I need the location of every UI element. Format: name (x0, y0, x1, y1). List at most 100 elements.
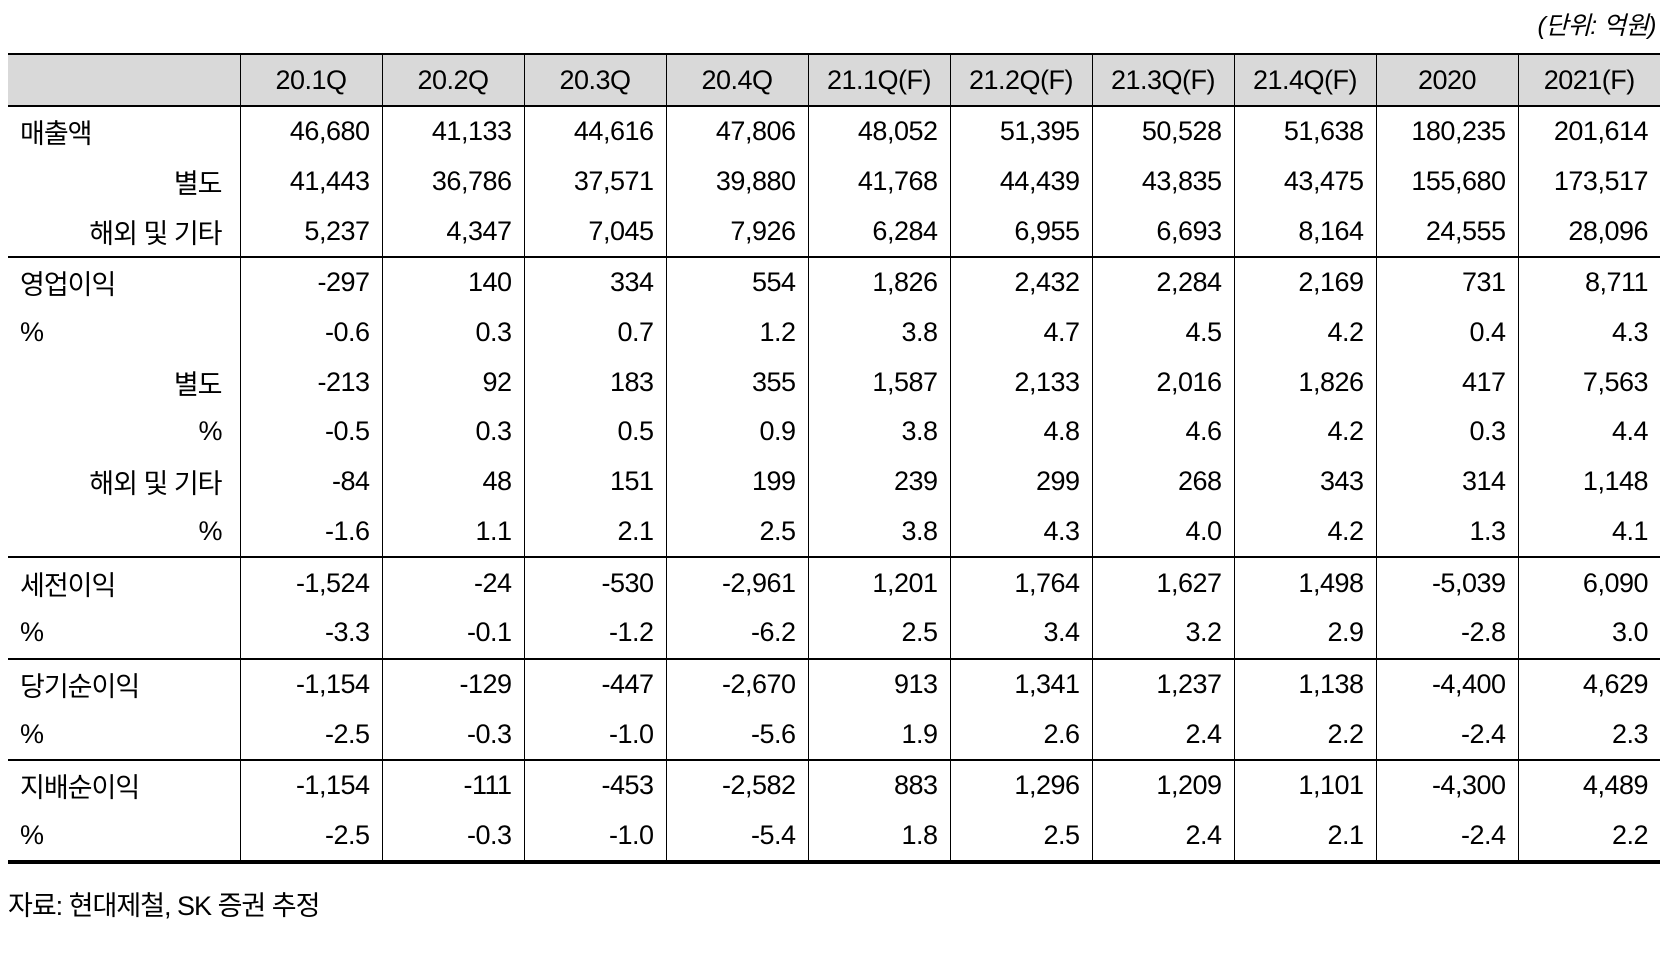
cell: 7,045 (523, 206, 666, 258)
cell: 140 (381, 257, 524, 308)
table-row: 별도 -213 92 183 355 1,587 2,133 2,016 1,826 417 7,5… (8, 357, 1660, 408)
unit-note: (단위: 억원) (1537, 12, 1656, 40)
cell: 314 (1375, 456, 1518, 507)
row-label: 당기순이익 (20, 671, 140, 702)
cell: 2.4 (1091, 810, 1234, 863)
cell: 913 (807, 658, 950, 710)
row-label: 영업이익 (20, 270, 116, 301)
table-row: % -0.6 0.3 0.7 1.2 3.8 4.7 4.5 4.2 0.4 4.3 (8, 307, 1660, 358)
cell: 37,571 (523, 156, 666, 207)
cell: 199 (665, 456, 808, 507)
cell: 201,614 (1517, 106, 1660, 157)
column-header: 21.1Q(F) (807, 54, 950, 107)
cell: -1,154 (239, 658, 382, 710)
cell: 0.9 (665, 407, 808, 457)
cell: 1,237 (1091, 658, 1234, 710)
cell: -5.6 (665, 709, 808, 760)
cell: 554 (665, 257, 808, 308)
cell: -4,400 (1375, 658, 1518, 710)
cell: -0.6 (239, 307, 382, 358)
row-label: % (20, 617, 44, 648)
cell: 7,926 (665, 206, 808, 258)
table-row: 해외 및 기타 5,237 4,347 7,045 7,926 6,284 6,955 6,6… (8, 206, 1660, 258)
cell: 1,826 (1233, 357, 1376, 408)
cell: -297 (239, 257, 382, 308)
row-label: % (198, 416, 222, 447)
cell: 41,768 (807, 156, 950, 207)
cell: 2,133 (949, 357, 1092, 408)
cell: 1.2 (665, 307, 808, 358)
cell: 2.5 (807, 607, 950, 659)
cell: 883 (807, 759, 950, 811)
cell: 7,563 (1517, 357, 1660, 408)
cell: 731 (1375, 257, 1518, 308)
cell: 5,237 (239, 206, 382, 258)
cell: 1.9 (807, 709, 950, 760)
cell: 3.8 (807, 407, 950, 457)
cell: -1,524 (239, 557, 382, 608)
cell: 39,880 (665, 156, 808, 207)
cell: 4.2 (1233, 506, 1376, 558)
cell: 4.0 (1091, 506, 1234, 558)
cell: 4.4 (1517, 407, 1660, 457)
cell: -1.6 (239, 506, 382, 558)
cell: -2.8 (1375, 607, 1518, 659)
cell: -530 (523, 557, 666, 608)
cell: 2.2 (1517, 810, 1660, 863)
cell: 1,296 (949, 759, 1092, 811)
table-row: 해외 및 기타 -84 48 151 199 239 299 268 343 314 1,148 (8, 456, 1660, 507)
cell: 8,164 (1233, 206, 1376, 258)
cell: -129 (381, 658, 524, 710)
cell: 2.1 (523, 506, 666, 558)
cell: 4.3 (1517, 307, 1660, 358)
cell: 43,835 (1091, 156, 1234, 207)
cell: 239 (807, 456, 950, 507)
cell: 0.7 (523, 307, 666, 358)
cell: -2,961 (665, 557, 808, 608)
row-label: 세전이익 (20, 570, 116, 601)
cell: 1,209 (1091, 759, 1234, 811)
column-header: 21.3Q(F) (1091, 54, 1234, 107)
cell: 334 (523, 257, 666, 308)
cell: 183 (523, 357, 666, 408)
cell: -3.3 (239, 607, 382, 659)
cell: 8,711 (1517, 257, 1660, 308)
source-note: 자료: 현대제철, SK 증권 추정 (8, 891, 320, 921)
cell: -2.5 (239, 810, 382, 863)
row-label: 별도 (173, 169, 223, 200)
table-row: 매출액 46,680 41,133 44,616 47,806 48,052 51,395 5… (8, 106, 1660, 157)
cell: 0.3 (381, 307, 524, 358)
row-label: 지배순이익 (20, 773, 140, 804)
table-row: % -1.6 1.1 2.1 2.5 3.8 4.3 4.0 4.2 1.3 4.1 (8, 506, 1660, 558)
cell: -6.2 (665, 607, 808, 659)
cell: -4,300 (1375, 759, 1518, 811)
cell: 1,101 (1233, 759, 1376, 811)
cell: 48,052 (807, 106, 950, 157)
cell: -5,039 (1375, 557, 1518, 608)
column-header: 20.2Q (381, 54, 524, 107)
cell: -2,582 (665, 759, 808, 811)
cell: 2,284 (1091, 257, 1234, 308)
cell: 43,475 (1233, 156, 1376, 207)
cell: 2.4 (1091, 709, 1234, 760)
cell: -453 (523, 759, 666, 811)
cell: 41,133 (381, 106, 524, 157)
cell: 4,629 (1517, 658, 1660, 710)
cell: 4.3 (949, 506, 1092, 558)
cell: 47,806 (665, 106, 808, 157)
cell: -1,154 (239, 759, 382, 811)
cell: -213 (239, 357, 382, 408)
cell: -0.5 (239, 407, 382, 457)
cell: 155,680 (1375, 156, 1518, 207)
table-row: 당기순이익 -1,154 -129 -447 -2,670 913 1,341 1,237 1,… (8, 658, 1660, 710)
column-header: 20.3Q (523, 54, 666, 107)
cell: 1.8 (807, 810, 950, 863)
cell: 24,555 (1375, 206, 1518, 258)
section-4: 당기순이익 -1,154 -129 -447 -2,670 913 1,341 1,237 1,… (8, 658, 1660, 760)
section-5: 지배순이익 -1,154 -111 -453 -2,582 883 1,296 1,209 1,… (8, 759, 1660, 863)
table-row: 지배순이익 -1,154 -111 -453 -2,582 883 1,296 1,209 1,… (8, 759, 1660, 811)
column-header: 2020 (1375, 54, 1518, 107)
column-header: 21.4Q(F) (1233, 54, 1376, 107)
row-label: % (20, 718, 44, 749)
cell: 4.7 (949, 307, 1092, 358)
